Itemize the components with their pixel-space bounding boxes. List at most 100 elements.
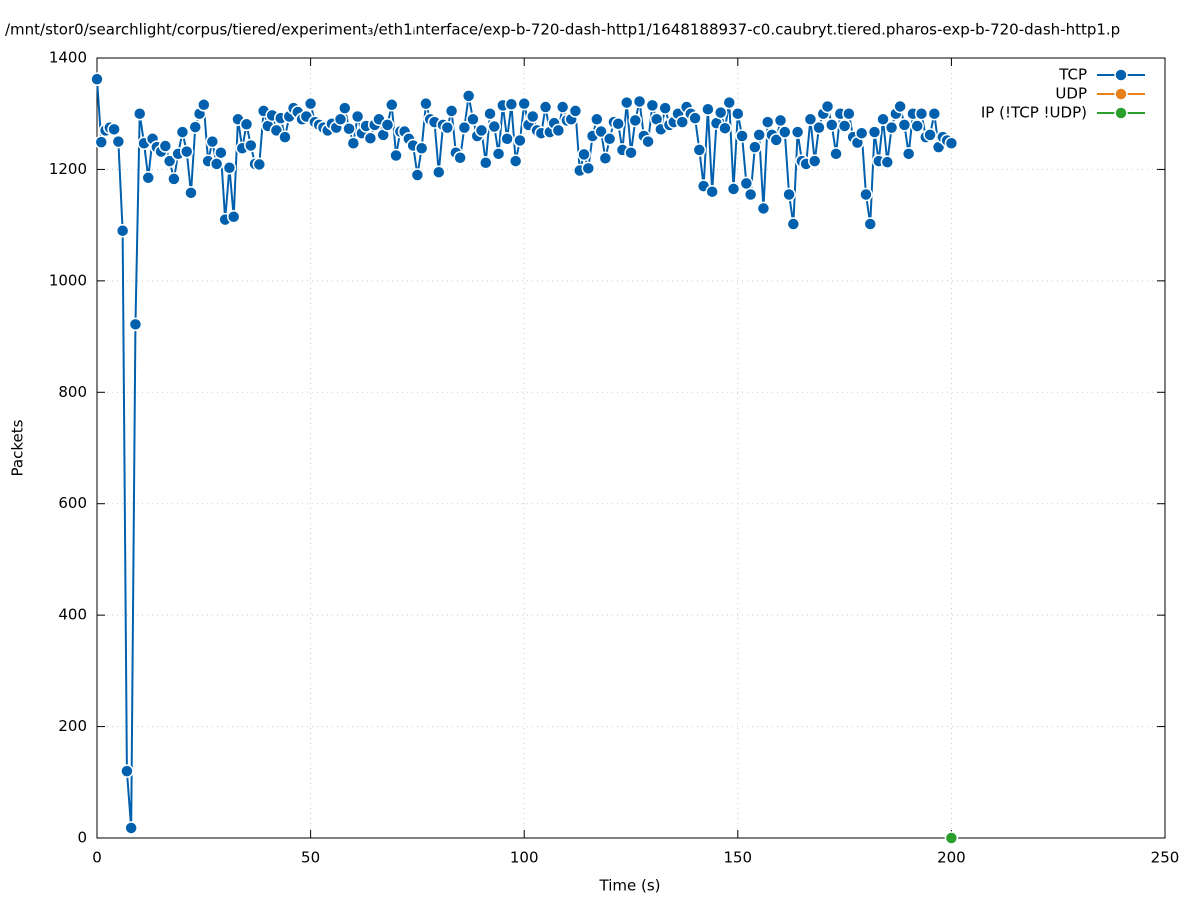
data-point <box>350 109 365 124</box>
data-point <box>487 119 502 134</box>
data-point <box>419 96 433 111</box>
y-tick-label: 200 <box>58 717 87 735</box>
legend-marker <box>1114 87 1128 101</box>
y-tick-label: 400 <box>58 606 87 624</box>
data-point <box>226 210 241 224</box>
data-point <box>128 317 143 332</box>
data-point <box>107 122 121 137</box>
data-point <box>944 136 959 150</box>
data-point <box>893 99 907 114</box>
x-tick-label: 150 <box>723 849 752 867</box>
data-point <box>760 115 775 129</box>
data-point <box>645 98 660 113</box>
data-point <box>90 72 104 86</box>
data-point <box>790 125 805 139</box>
data-point <box>748 140 762 154</box>
data-point <box>124 821 138 835</box>
data-point <box>380 118 395 132</box>
chart-title: /mnt/stor0/searchlight/corpus/tiered/exp… <box>5 21 1120 39</box>
data-point <box>880 155 895 169</box>
data-point <box>739 176 754 191</box>
data-point <box>94 135 109 149</box>
y-tick-label: 600 <box>58 494 87 512</box>
data-point <box>867 125 882 139</box>
data-point <box>820 99 835 114</box>
data-point <box>778 125 792 139</box>
data-point <box>209 157 224 171</box>
data-point <box>731 106 745 121</box>
data-point <box>803 112 818 127</box>
data-point <box>735 129 749 143</box>
data-point <box>444 104 459 118</box>
data-point <box>432 165 446 179</box>
data-point <box>500 132 514 146</box>
data-point <box>786 217 801 231</box>
legend-label: IP (!TCP !UDP) <box>981 104 1087 122</box>
data-point <box>167 172 181 186</box>
x-tick-label: 50 <box>301 849 320 867</box>
x-axis-label: Time (s) <box>599 877 661 895</box>
data-point <box>141 171 156 185</box>
data-point <box>944 831 959 845</box>
data-point <box>581 161 596 176</box>
data-point <box>179 144 194 159</box>
data-point <box>120 764 134 778</box>
data-point <box>338 101 352 115</box>
data-point <box>491 147 506 161</box>
data-point <box>346 136 361 150</box>
data-point <box>111 134 126 149</box>
data-point <box>385 98 399 112</box>
data-point <box>688 111 702 125</box>
legend-label: TCP <box>1058 66 1087 84</box>
data-point <box>115 223 130 238</box>
data-point <box>876 112 890 127</box>
data-point <box>158 139 173 153</box>
data-point <box>214 145 228 160</box>
data-point <box>590 112 604 127</box>
data-point <box>517 96 531 111</box>
data-point <box>641 134 655 149</box>
y-tick-label: 1400 <box>49 49 87 67</box>
data-point <box>479 155 493 170</box>
data-point <box>222 161 237 175</box>
data-point <box>829 147 843 161</box>
data-point <box>675 115 690 129</box>
data-point <box>914 106 929 121</box>
data-point <box>658 101 672 115</box>
y-axis-label: Packets <box>9 419 27 476</box>
y-tick-label: 800 <box>58 383 87 401</box>
data-point <box>773 113 788 128</box>
data-point <box>859 187 873 202</box>
data-point <box>188 120 203 134</box>
data-point <box>611 116 625 131</box>
data-point <box>923 128 937 142</box>
data-point <box>782 187 796 202</box>
data-point <box>692 143 707 157</box>
data-point <box>333 112 348 127</box>
data-point <box>825 118 839 132</box>
data-point <box>854 126 869 140</box>
data-point <box>410 168 425 182</box>
y-tick-label: 0 <box>77 829 87 847</box>
data-point <box>842 106 856 121</box>
data-point <box>132 106 147 121</box>
data-point <box>756 201 771 216</box>
data-point <box>769 133 783 147</box>
legend-label: UDP <box>1055 85 1087 103</box>
data-point <box>884 120 899 135</box>
x-tick-label: 250 <box>1151 849 1180 867</box>
data-point <box>632 94 647 109</box>
data-point <box>726 182 741 196</box>
data-point <box>453 150 467 165</box>
data-point <box>474 123 489 138</box>
data-point <box>568 104 583 118</box>
data-point <box>910 119 924 133</box>
data-point <box>551 123 566 138</box>
data-point <box>513 133 527 148</box>
data-point <box>197 98 211 112</box>
plot-border <box>96 57 1166 839</box>
data-point <box>807 154 822 168</box>
data-point <box>624 145 638 160</box>
data-point <box>863 217 877 231</box>
